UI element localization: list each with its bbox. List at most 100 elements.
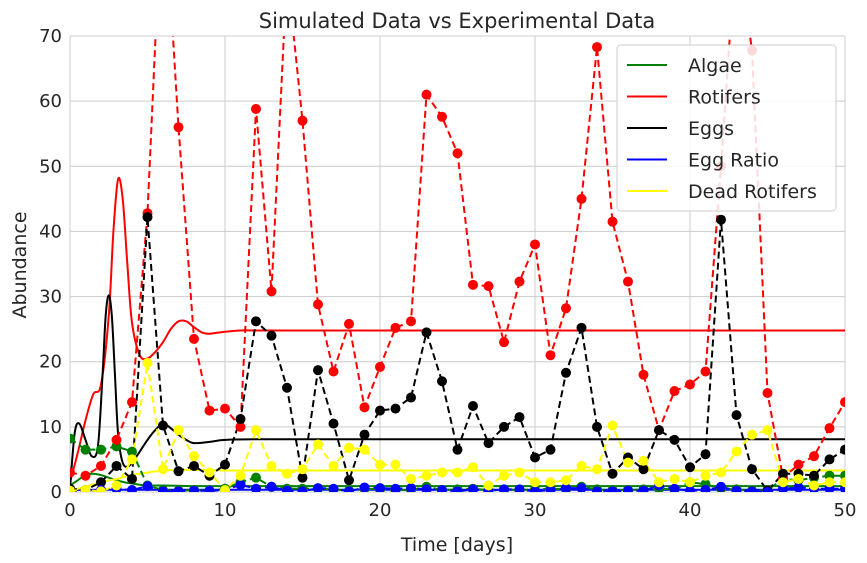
y-tick-label: 70	[39, 26, 62, 47]
experimental-point-eggs	[111, 460, 122, 471]
experimental-point-dead-rotifers	[514, 467, 525, 478]
experimental-point-rotifers	[793, 459, 804, 470]
x-axis-label: Time [days]	[400, 534, 513, 556]
experimental-point-eggs	[654, 425, 664, 436]
experimental-point-dead-rotifers	[685, 477, 695, 488]
experimental-point-rotifers	[437, 111, 447, 122]
experimental-point-egg-ratio	[514, 484, 525, 492]
experimental-point-egg-ratio	[204, 485, 215, 492]
experimental-point-egg-ratio	[421, 484, 432, 492]
experimental-point-dead-rotifers	[747, 429, 757, 440]
experimental-point-dead-rotifers	[452, 467, 463, 478]
experimental-point-rotifers	[235, 421, 246, 432]
experimental-point-dead-rotifers	[638, 455, 649, 466]
experimental-point-eggs	[669, 434, 680, 445]
simulated-line-rotifers	[70, 177, 845, 483]
experimental-point-egg-ratio	[313, 483, 323, 492]
experimental-point-egg-ratio	[235, 479, 246, 490]
experimental-point-eggs	[328, 418, 339, 429]
experimental-point-egg-ratio	[592, 486, 602, 492]
experimental-point-dead-rotifers	[468, 462, 478, 473]
experimental-point-egg-ratio	[576, 483, 587, 492]
experimental-point-rotifers	[204, 405, 215, 416]
experimental-point-rotifers	[685, 379, 695, 390]
experimental-point-egg-ratio	[375, 483, 385, 492]
experimental-point-egg-ratio	[700, 485, 711, 492]
experimental-point-egg-ratio	[669, 483, 680, 492]
experimental-point-eggs	[778, 468, 788, 479]
experimental-point-egg-ratio	[390, 483, 401, 492]
experimental-point-rotifers	[576, 193, 587, 204]
experimental-point-eggs	[607, 468, 618, 479]
experimental-point-rotifers	[499, 337, 509, 348]
experimental-point-eggs	[406, 392, 416, 403]
experimental-point-rotifers	[700, 366, 711, 377]
experimental-point-egg-ratio	[328, 483, 339, 492]
experimental-point-egg-ratio	[762, 487, 773, 492]
experimental-point-eggs	[561, 367, 571, 378]
experimental-point-rotifers	[592, 42, 602, 53]
experimental-point-algae	[96, 444, 106, 455]
experimental-point-eggs	[685, 462, 695, 473]
experimental-point-eggs	[96, 477, 106, 488]
y-tick-label: 30	[39, 287, 62, 308]
y-axis-label: Abundance	[9, 211, 31, 318]
chart-title: Simulated Data vs Experimental Data	[259, 9, 656, 33]
experimental-point-eggs	[514, 412, 525, 423]
experimental-point-dead-rotifers	[669, 473, 680, 484]
experimental-point-egg-ratio	[266, 481, 277, 492]
experimental-point-dead-rotifers	[158, 464, 168, 475]
experimental-point-dead-rotifers	[437, 467, 447, 478]
experimental-point-dead-rotifers	[375, 459, 385, 470]
experimental-point-egg-ratio	[344, 486, 354, 492]
experimental-point-dead-rotifers	[266, 460, 277, 471]
experimental-point-rotifers	[762, 387, 773, 398]
legend-label-dead-rotifers: Dead Rotifers	[688, 181, 817, 203]
legend-label-algae: Algae	[688, 55, 742, 77]
experimental-point-egg-ratio	[793, 482, 804, 492]
axis-ticks: 0 10 20 30 40 50 0 10 20 30 40 50 60 70	[39, 26, 856, 521]
experimental-point-rotifers	[483, 281, 494, 292]
experimental-point-egg-ratio	[499, 484, 509, 492]
x-tick-label: 20	[369, 500, 392, 521]
experimental-point-egg-ratio	[607, 486, 618, 492]
experimental-point-eggs	[437, 376, 447, 387]
experimental-point-rotifers	[173, 122, 184, 133]
experimental-point-dead-rotifers	[793, 473, 804, 484]
experimental-point-dead-rotifers	[96, 486, 106, 492]
experimental-point-egg-ratio	[468, 484, 478, 492]
experimental-point-eggs	[359, 429, 370, 440]
experimental-point-algae	[251, 472, 261, 483]
x-tick-label: 0	[64, 500, 75, 521]
experimental-point-egg-ratio	[297, 486, 308, 492]
experimental-point-dead-rotifers	[282, 468, 292, 479]
experimental-point-rotifers	[96, 460, 106, 471]
plot-area	[70, 36, 845, 492]
x-tick-label: 50	[834, 500, 857, 521]
experimental-point-eggs	[747, 464, 757, 475]
experimental-point-eggs	[700, 449, 711, 460]
experimental-point-dead-rotifers	[561, 475, 571, 486]
experimental-point-eggs	[173, 466, 184, 477]
experimental-point-egg-ratio	[158, 486, 168, 492]
experimental-point-eggs	[390, 403, 401, 414]
experimental-point-eggs	[313, 365, 323, 376]
experimental-point-dead-rotifers	[127, 454, 137, 465]
experimental-point-egg-ratio	[561, 483, 571, 492]
experimental-point-dead-rotifers	[654, 477, 664, 488]
legend-label-eggs: Eggs	[688, 118, 734, 140]
experimental-point-algae	[80, 444, 91, 455]
experimental-point-egg-ratio	[623, 485, 633, 492]
experimental-point-dead-rotifers	[142, 358, 153, 369]
experimental-point-rotifers	[406, 316, 416, 327]
experimental-point-dead-rotifers	[111, 480, 122, 491]
experimental-point-dead-rotifers	[313, 439, 323, 450]
experimental-point-egg-ratio	[747, 486, 757, 492]
experimental-point-rotifers	[561, 303, 571, 314]
experimental-point-egg-ratio	[406, 483, 416, 492]
experimental-point-rotifers	[530, 239, 540, 250]
y-tick-label: 10	[39, 417, 62, 438]
experimental-point-egg-ratio	[545, 485, 556, 492]
experimental-point-rotifers	[669, 386, 680, 397]
